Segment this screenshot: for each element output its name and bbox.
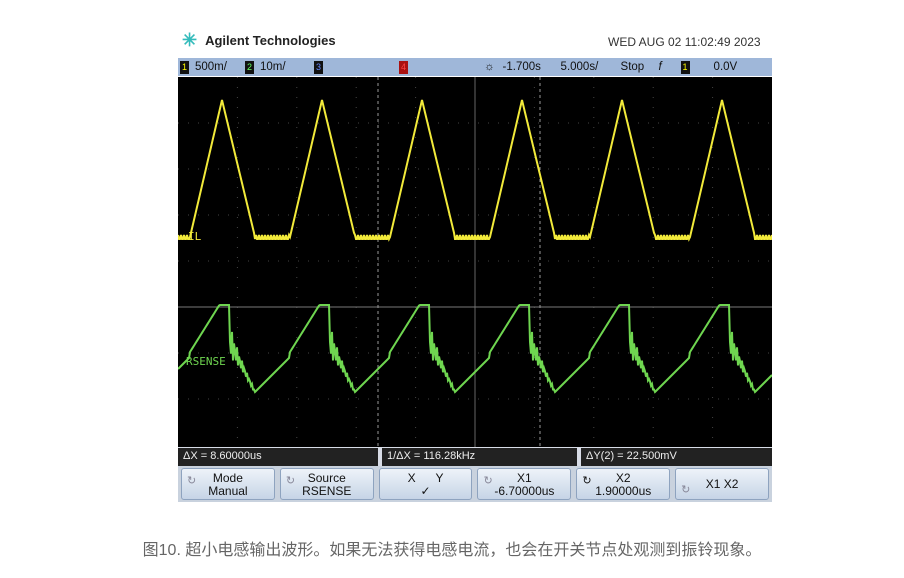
ch2-scale: 10m/ xyxy=(260,61,286,73)
agilent-spark-icon: ✳ xyxy=(182,30,198,50)
softkey-bar: ↻ Mode Manual ↻ Source RSENSE X Y ✓ ↻ X1 -6.700… xyxy=(178,466,772,502)
inverse-delta-x: 1/ΔX = 116.28kHz xyxy=(382,448,577,466)
ch3-indicator[interactable]: 3 xyxy=(314,60,323,74)
delta-x: ΔX = 8.60000us xyxy=(178,448,378,466)
cursor-readout: ΔX = 8.60000us 1/ΔX = 116.28kHz ΔY(2) = … xyxy=(178,447,772,466)
x1x2-softkey[interactable]: ↻ X1 X2 xyxy=(675,468,769,500)
rotate-icon: ↻ xyxy=(285,475,296,487)
trigger-level: 0.0V xyxy=(713,61,738,73)
rotate-icon: ↻ xyxy=(483,475,493,487)
ch2-rsense-trace xyxy=(177,304,773,394)
delta-y: ΔY(2) = 22.500mV xyxy=(581,448,772,466)
delay-icon: ☼ xyxy=(484,61,495,73)
ch2-indicator[interactable]: 2 xyxy=(245,60,254,74)
trigger-edge-icon: f xyxy=(658,61,662,73)
rotate-icon: ↻ xyxy=(187,475,197,487)
status-bar: 1 500m/ 2 10m/ 3 4 ☼ -1.700s 5.000s/ Stop … xyxy=(178,58,772,76)
mode-softkey[interactable]: ↻ Mode Manual xyxy=(181,468,275,500)
figure-caption: 图10. 超小电感输出波形。如果无法获得电感电流，也会在开关节点处观测到振铃现象… xyxy=(142,542,762,559)
brand-name: Agilent Technologies xyxy=(205,33,336,48)
source-softkey[interactable]: ↻ Source RSENSE xyxy=(279,468,374,500)
ch1-indicator[interactable]: 1 xyxy=(180,60,189,74)
waveform-display[interactable]: IL RSENSE xyxy=(177,77,773,447)
x1-softkey[interactable]: ↻ X1 -6.70000us xyxy=(477,468,572,500)
delay: -1.700s xyxy=(502,61,541,73)
x2-softkey[interactable]: ↻ X2 1.90000us xyxy=(576,468,671,500)
ch1-label: IL xyxy=(188,230,202,243)
timebase: 5.000s/ xyxy=(560,61,599,73)
ch4-indicator[interactable]: 4 xyxy=(399,60,408,74)
ch1-il-trace xyxy=(177,99,773,242)
trigger-channel: 1 xyxy=(680,60,690,74)
run-state: Stop xyxy=(620,61,645,73)
waveform-svg xyxy=(177,77,773,447)
datetime: WED AUG 02 11:02:49 2023 xyxy=(608,35,761,49)
rotate-icon: ↻ xyxy=(582,475,592,487)
ch2-label: RSENSE xyxy=(186,355,226,368)
agilent-logo: ✳ Agilent Technologies xyxy=(182,30,336,51)
rotate-icon: ↻ xyxy=(681,484,691,496)
xy-softkey[interactable]: X Y ✓ xyxy=(378,468,473,500)
ch1-scale: 500m/ xyxy=(195,61,227,73)
